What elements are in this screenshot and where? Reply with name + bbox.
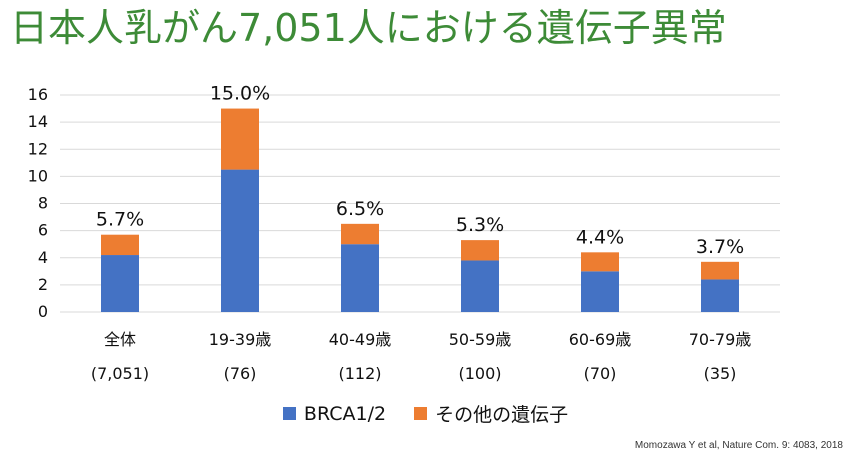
- x-category-label: 全体: [104, 330, 136, 349]
- bar-segment-other: [581, 252, 619, 272]
- x-category-count: (112): [338, 364, 381, 383]
- data-label: 5.7%: [96, 209, 144, 231]
- bars: [101, 108, 739, 312]
- x-category-label: 60-69歳: [569, 330, 632, 349]
- data-label: 15.0%: [210, 83, 270, 105]
- y-axis: 0 2 4 6 8 10 12 14 16: [28, 85, 48, 321]
- bar-segment-brca: [341, 244, 379, 312]
- source-citation: Momozawa Y et al, Nature Com. 9: 4083, 2…: [634, 440, 843, 451]
- legend-label-other: その他の遺伝子: [435, 404, 569, 426]
- legend-label-brca: BRCA1/2: [303, 402, 387, 425]
- data-label: 4.4%: [576, 226, 624, 248]
- x-category-count: (35): [704, 364, 737, 383]
- gridlines: [60, 94, 780, 313]
- bar-segment-other: [341, 223, 379, 245]
- data-label: 5.3%: [456, 214, 504, 236]
- x-category-label: 50-59歳: [449, 330, 512, 349]
- y-tick-label: 4: [38, 248, 48, 267]
- labels: 5.7% 全体 (7,051) 15.0% 19-39歳 (76) 6.5% 40-49歳 (1…: [91, 83, 751, 383]
- x-category-count: (70): [584, 364, 617, 383]
- y-tick-label: 8: [38, 194, 48, 213]
- stacked-bar-chart: 0 2 4 6 8 10 12 14 16 5.7% 全体 (7,051) 15.0% 19-39歳 (7…: [28, 83, 780, 383]
- legend-item-other: その他の遺伝子: [414, 400, 568, 427]
- legend: BRCA1/2 その他の遺伝子: [0, 400, 851, 427]
- x-category-label: 70-79歳: [689, 330, 752, 349]
- y-tick-label: 16: [28, 85, 48, 104]
- bar-segment-other: [101, 234, 139, 256]
- y-tick-label: 12: [28, 139, 48, 158]
- x-category-count: (76): [224, 364, 257, 383]
- data-label: 6.5%: [336, 198, 384, 220]
- legend-swatch-brca: [282, 407, 296, 420]
- bar-segment-other: [461, 240, 499, 261]
- bar-segment-brca: [461, 260, 499, 312]
- bar-segment-other: [701, 261, 739, 280]
- x-category-count: (7,051): [91, 364, 149, 383]
- legend-swatch-other: [414, 407, 428, 420]
- y-tick-label: 14: [28, 112, 48, 131]
- x-category-label: 19-39歳: [209, 330, 272, 349]
- data-label: 3.7%: [696, 236, 744, 258]
- y-tick-label: 2: [38, 275, 48, 294]
- y-tick-label: 6: [38, 221, 48, 240]
- y-tick-label: 10: [28, 166, 48, 185]
- bar-segment-brca: [701, 279, 739, 312]
- legend-item-brca: BRCA1/2: [282, 402, 387, 425]
- x-category-label: 40-49歳: [329, 330, 392, 349]
- x-category-count: (100): [458, 364, 501, 383]
- bar-segment-other: [221, 108, 259, 170]
- bar-segment-brca: [221, 169, 259, 312]
- bar-segment-brca: [101, 255, 139, 312]
- chart-title: 日本人乳がん7,051人における遺伝子異常: [10, 6, 727, 50]
- bar-segment-brca: [581, 271, 619, 312]
- y-tick-label: 0: [38, 302, 48, 321]
